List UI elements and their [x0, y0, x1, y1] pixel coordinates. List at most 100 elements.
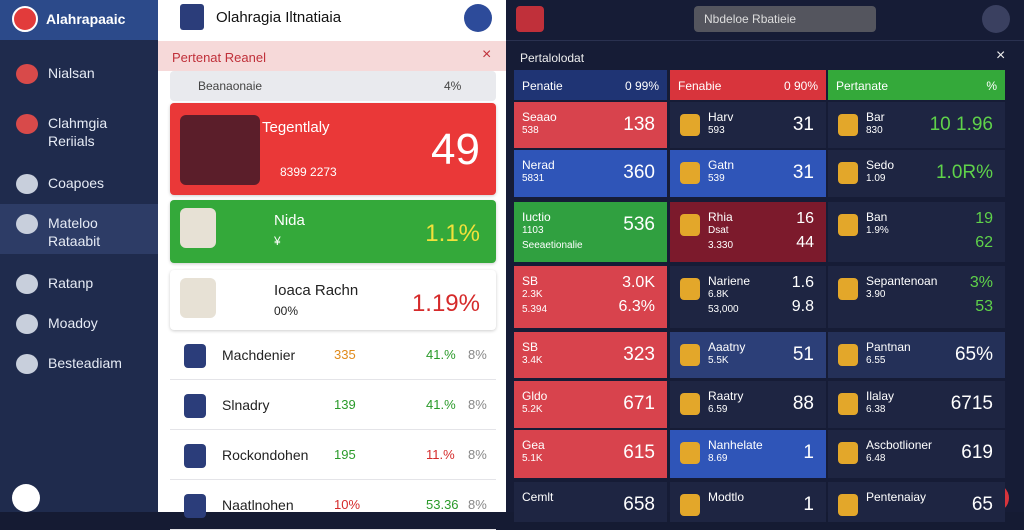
nav-icon [16, 114, 38, 134]
column-title: Penatie [522, 79, 563, 93]
search-field[interactable] [694, 6, 876, 32]
cell-line: 830 [866, 125, 883, 136]
cell-line: 53,000 [708, 304, 739, 315]
nav-item[interactable]: Clahmgia Reriials [48, 115, 108, 149]
stat-cell[interactable]: Bar 830 10 1.96 [828, 102, 1005, 148]
cell-value: 1 [803, 494, 814, 515]
stat-cell[interactable]: Nerad 5831 360 [514, 150, 667, 197]
stat-cell[interactable]: Pentenaiay 65 [828, 482, 1005, 522]
nav-item[interactable]: Nialsan [48, 65, 95, 81]
card-title: Nida [274, 212, 305, 229]
cell-line: Ascbotlioner [866, 438, 933, 452]
card[interactable]: Tegentlaly 8399 2273 49 [170, 103, 496, 195]
stat-cell[interactable]: Sepantenoan 3.90 3% 53 [828, 266, 1005, 328]
stat-cell[interactable]: Ilalay 6.38 6715 [828, 381, 1005, 428]
list-row[interactable]: Naatlnohen 10% 53.36 8% [170, 482, 496, 530]
search-text: Nbdeloe Rbatieie [704, 12, 797, 26]
cell-line: Iuctio [522, 210, 551, 224]
right-panel: Nbdeloe Rbatieie Pertalolodat × Penatie 0 99… [506, 0, 1024, 522]
stat-cell[interactable]: Raatry 6.59 88 [670, 381, 826, 428]
nav-item[interactable]: Coapoes [48, 175, 105, 191]
stat-cell[interactable]: Ban 1.9% 19 62 [828, 202, 1005, 262]
stat-cell[interactable]: Pantnan 6.55 65% [828, 332, 1005, 378]
search-box[interactable] [170, 71, 496, 101]
column-header[interactable]: Fenabie 0 90% [670, 70, 826, 100]
nav-item[interactable]: Moadoy [48, 315, 98, 331]
nav-icon [16, 64, 38, 84]
nav-item[interactable]: Ratanp [48, 275, 94, 291]
cell-value: 6715 [950, 393, 993, 414]
cell-value: 536 [623, 214, 655, 235]
row-icon [184, 394, 206, 418]
team-icon [680, 162, 700, 184]
stat-cell[interactable]: Sedo 1.09 1.0R% [828, 150, 1005, 197]
avatar[interactable] [464, 4, 492, 32]
stat-cell[interactable]: Nanhelate 8.69 1 [670, 430, 826, 478]
stat-cell[interactable]: Iuctio 1103 Seeaetionalie 536 [514, 202, 667, 262]
cell-line: Gatn [708, 158, 735, 172]
cell-line: Ilalay [866, 389, 895, 403]
cell-value: 10 1.96 [929, 114, 993, 135]
column-header[interactable]: Penatie 0 99% [514, 70, 667, 100]
card[interactable]: Ioaca Rachn 00% 1.19% [170, 270, 496, 330]
stat-cell[interactable]: Gatn 539 31 [670, 150, 826, 197]
close[interactable]: × [482, 46, 492, 63]
list-row[interactable]: Slnadry 139 41.% 8% [170, 382, 496, 430]
cell-value: 44 [796, 234, 814, 251]
team-icon [680, 114, 700, 136]
nav-item[interactable]: Mateloo Rataabit [48, 215, 101, 249]
list-row[interactable]: Rockondohen 195 11.% 8% [170, 432, 496, 480]
nav-icon [16, 174, 38, 194]
back-button[interactable] [516, 6, 544, 32]
cell-line: Dsat [708, 225, 729, 236]
cell-value: 1.0R% [935, 162, 993, 183]
cell-line: Pentenaiay [866, 490, 927, 504]
stat-cell[interactable]: Rhia Dsat 3.330 16 44 [670, 202, 826, 262]
cell-line: 1103 [522, 225, 544, 236]
card-title: Ioaca Rachn [274, 282, 359, 299]
cell-value: 1.6 [791, 274, 814, 291]
nav-item[interactable]: Besteadiam [48, 355, 122, 371]
stat-cell[interactable]: Gea 5.1K 615 [514, 430, 667, 478]
cell-line: SB [522, 274, 539, 288]
nav-icon [16, 354, 38, 374]
brand-logo [12, 6, 38, 32]
stat-cell[interactable]: Modtlo 1 [670, 482, 826, 522]
stat-cell[interactable]: SB 3.4K 323 [514, 332, 667, 378]
team-icon [838, 442, 858, 464]
stat-cell[interactable]: SB 2.3K 5.394 3.0K 6.3% [514, 266, 667, 328]
nav-icon [16, 274, 38, 294]
stat-cell[interactable]: Seaao 538 138 [514, 102, 667, 148]
search-text: Beanaonaie [198, 79, 263, 93]
close[interactable]: × [996, 47, 1006, 64]
cell-line: 1.9% [866, 225, 889, 236]
row-c: 8% [468, 397, 487, 412]
list-row[interactable]: Machdenier 335 41.% 8% [170, 332, 496, 380]
team-icon [838, 278, 858, 300]
app-title: Olahragia Iltnatiaia [216, 9, 342, 26]
cell-value: 360 [623, 162, 655, 183]
help-button[interactable] [12, 484, 40, 512]
card[interactable]: Nida ¥1.1% [170, 200, 496, 263]
team-icon [838, 214, 858, 236]
row-name: Machdenier [222, 347, 296, 363]
card-value: 1.1% [425, 220, 480, 247]
team-icon [680, 344, 700, 366]
stat-cell[interactable]: Ascbotlioner 6.48 619 [828, 430, 1005, 478]
row-icon [184, 344, 206, 368]
team-icon [838, 162, 858, 184]
team-icon [680, 442, 700, 464]
cell-line: SB [522, 340, 539, 354]
stat-cell[interactable]: Aaatny 5.5K 51 [670, 332, 826, 378]
panel-header [158, 41, 506, 71]
stat-cell[interactable]: Cemlt 658 [514, 482, 667, 522]
user-avatar[interactable] [982, 5, 1010, 33]
column-header[interactable]: Pertanate% [828, 70, 1005, 100]
cell-value: 3% [969, 274, 993, 291]
card-sub: 00% [274, 304, 299, 318]
stat-cell[interactable]: Harv 593 31 [670, 102, 826, 148]
column-value: 0 90% [783, 79, 818, 93]
stat-cell[interactable]: Nariene 6.8K 53,000 1.6 9.8 [670, 266, 826, 328]
cell-line: 5831 [522, 173, 545, 184]
stat-cell[interactable]: Gldo 5.2K 671 [514, 381, 667, 428]
